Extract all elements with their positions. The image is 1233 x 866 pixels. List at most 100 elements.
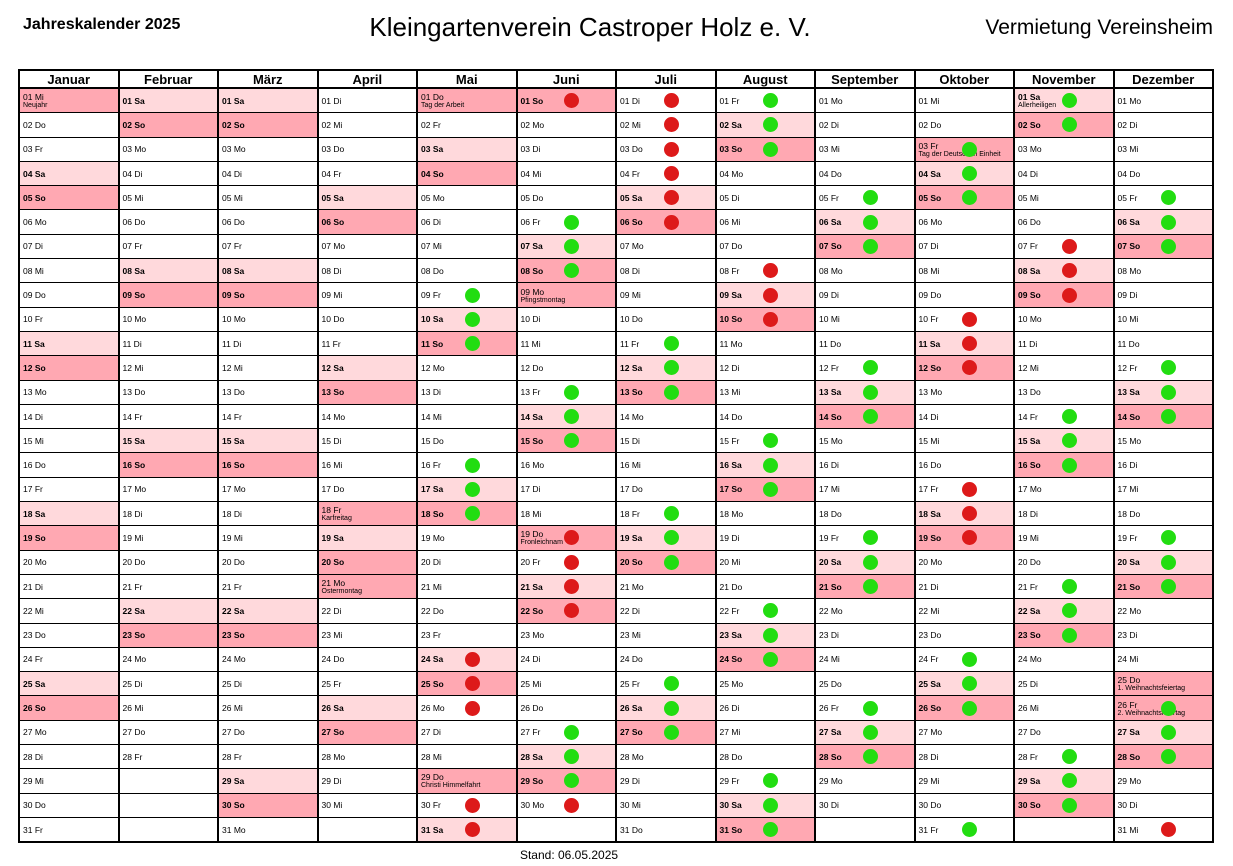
day-row: 09 Do 09 So 09 So 09 Mi 09 Fr 09 Mo Pfingstmon… [18, 282, 1214, 308]
day-label: 23 So [222, 630, 245, 641]
day-cell: 25 Do [814, 671, 916, 697]
day-label: 21 Mo [620, 581, 644, 592]
holiday-name: 2. Weihnachtsfeiertag [1117, 709, 1186, 717]
day-cell: 24 Mi [1112, 646, 1214, 673]
day-cell: 29 Di [615, 768, 717, 794]
day-cell: 13 Mo [913, 379, 1015, 405]
available-dot-icon [564, 749, 579, 765]
day-label: 07 Mi [421, 241, 442, 252]
day-cell: 23 So [1013, 622, 1115, 648]
available-dot-icon [564, 724, 579, 740]
available-dot-icon [663, 700, 679, 716]
day-cell: 09 Do [18, 282, 120, 308]
day-cell: 03 Do [316, 136, 418, 162]
day-label: 25 Do [819, 678, 842, 689]
day-cell: 02 Do [913, 112, 1015, 138]
day-cell: 23 Mi [615, 622, 717, 648]
day-cell: 11 Sa [913, 330, 1015, 357]
day-label: 05 So [918, 192, 942, 203]
day-label: 27 Sa [1117, 727, 1140, 738]
day-label: 17 Di [520, 484, 541, 495]
day-label: 06 Do [1018, 217, 1041, 228]
day-label: 24 Mi [819, 654, 840, 665]
day-cell: 29 Sa [1013, 768, 1115, 794]
day-label: 01 Mi [918, 95, 940, 106]
booked-dot-icon [1061, 287, 1077, 303]
day-cell: 07 Di [913, 233, 1015, 260]
day-label: 30 Di [1117, 800, 1138, 811]
day-cell: 25 Di [217, 671, 319, 697]
day-label: 06 Mo [23, 217, 47, 228]
month-header: August [714, 69, 816, 89]
day-label: 18 Do [1117, 508, 1141, 519]
booked-dot-icon [663, 166, 679, 182]
available-dot-icon [464, 481, 480, 497]
day-label: 09 Sa [719, 290, 742, 301]
day-cell: 22 Sa [1013, 598, 1115, 624]
day-label: 21 Di [918, 581, 939, 592]
day-cell: 10 Di [515, 306, 617, 332]
day-cell: 01 Di [615, 87, 717, 114]
booked-dot-icon [1061, 263, 1077, 279]
day-label: 04 Fr [321, 168, 342, 179]
day-cell: 29 Mi [913, 768, 1015, 794]
day-cell: 17 Fr [913, 476, 1015, 503]
calendar-body: 01 Mi Neujahr 01 Sa 01 Sa 01 Di 01 Do Tag der … [18, 87, 1214, 844]
available-dot-icon [862, 360, 878, 376]
day-cell: 17 Sa [416, 476, 518, 503]
day-cell: 03 Fr [18, 136, 120, 162]
available-dot-icon [962, 676, 977, 692]
day-label: 05 Di [719, 192, 740, 203]
page-subtitle: Vermietung Vereinsheim [985, 16, 1213, 39]
day-label: 14 Do [719, 411, 743, 422]
day-cell: 01 Mo [1112, 87, 1214, 114]
booked-dot-icon [962, 530, 977, 546]
day-cell: 31 Fr [18, 816, 120, 844]
day-cell: 07 So [1112, 233, 1214, 260]
day-cell: 03 Do [615, 136, 717, 162]
day-label: 04 Fr [620, 168, 640, 179]
day-label: 27 Di [421, 727, 441, 738]
day-row: 31 Fr 31 Mo 31 Sa 31 Do 31 So 31 Fr 31 Mi [18, 816, 1214, 844]
day-cell: 08 Sa [1013, 258, 1115, 284]
day-label: 12 Do [520, 362, 544, 373]
available-dot-icon [663, 676, 679, 692]
day-cell: 23 Sa [714, 622, 816, 648]
day-cell: 12 Sa [316, 355, 418, 381]
day-label: 19 Mi [1018, 532, 1039, 543]
day-cell: 23 Fr [416, 622, 518, 648]
day-cell: 14 Mo [316, 403, 418, 430]
day-cell: 21 So [814, 573, 916, 600]
day-label: 16 So [122, 460, 146, 471]
day-label: 14 Di [23, 411, 43, 422]
day-cell: 08 Sa [217, 258, 319, 284]
available-dot-icon [763, 773, 778, 789]
day-label: 18 Do [819, 508, 842, 519]
day-label: 02 Do [23, 119, 46, 130]
day-cell: 22 Sa [217, 598, 319, 624]
day-label: 06 Mo [918, 217, 943, 228]
day-label: 10 Mo [1018, 314, 1042, 325]
booked-dot-icon [663, 93, 679, 109]
day-label: 02 Di [819, 119, 839, 130]
day-cell: 26 Mo [416, 695, 518, 721]
day-cell: 15 Di [316, 428, 418, 454]
day-cell: 07 Fr [1013, 233, 1115, 260]
available-dot-icon [464, 311, 480, 327]
day-cell: 14 Fr [1013, 403, 1115, 430]
day-label: 28 Di [918, 751, 939, 762]
day-label: 15 Mo [819, 435, 843, 446]
holiday-name: Karfreitag [321, 515, 352, 523]
day-label: 22 Di [620, 605, 640, 616]
available-dot-icon [663, 554, 679, 570]
available-dot-icon [862, 409, 878, 424]
day-label: 24 Do [321, 654, 345, 665]
holiday-name: 1. Weihnachtsfeiertag [1117, 685, 1186, 693]
day-label: 05 Fr [819, 192, 839, 203]
available-dot-icon [564, 773, 579, 789]
available-dot-icon [763, 141, 778, 157]
day-cell: 13 Do [217, 379, 319, 405]
day-label: 22 Mi [23, 605, 44, 616]
day-row: 02 Do 02 So 02 So 02 Mi 02 Fr 02 Mo 02 Mi 02 Sa… [18, 112, 1214, 138]
day-cell: 19 Mi [217, 525, 319, 551]
